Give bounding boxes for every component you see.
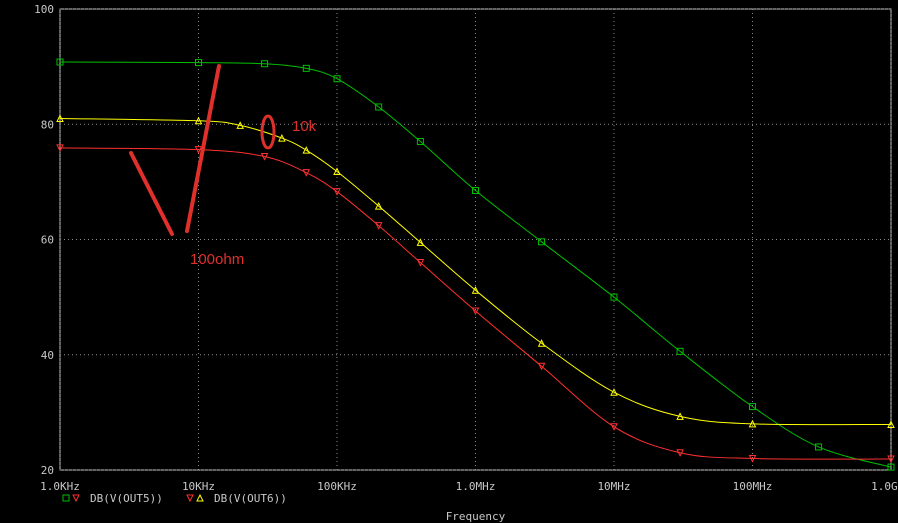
- data-point: [56, 144, 64, 152]
- grid: [59, 8, 892, 471]
- x-tick-label: 10KHz: [182, 480, 215, 493]
- data-point: [537, 339, 546, 347]
- data-point: [333, 75, 341, 83]
- y-tick-label: 60: [41, 234, 54, 247]
- series-line: [59, 117, 892, 426]
- data-point: [676, 347, 684, 355]
- x-tick-label: 1.0KHz: [40, 480, 80, 493]
- data-point: [887, 463, 895, 471]
- data-point: [749, 403, 756, 411]
- series-line: [59, 61, 892, 468]
- x-tick-label: 10MHz: [597, 480, 630, 493]
- annotation-100ohm: 100ohm: [190, 251, 244, 268]
- data-point: [471, 286, 480, 294]
- data-point: [610, 388, 618, 396]
- data-point: [416, 238, 425, 246]
- data-point: [374, 222, 383, 230]
- data-point: [56, 114, 64, 122]
- data-point: [472, 187, 479, 195]
- data-point: [887, 455, 895, 464]
- x-tick-label: 100MHz: [733, 480, 773, 493]
- data-point: [676, 449, 684, 457]
- data-point: [196, 493, 204, 502]
- x-tick-label: 1.0GHz: [871, 480, 898, 493]
- data-point: [416, 138, 424, 146]
- data-point: [416, 259, 425, 267]
- data-point: [302, 169, 311, 177]
- circle-annotation: [260, 114, 276, 150]
- stroke-annotation: [185, 64, 221, 233]
- data-point: [610, 293, 618, 301]
- data-point: [538, 238, 546, 246]
- data-point: [186, 494, 194, 503]
- x-axis-label: Frequency: [446, 510, 506, 523]
- data-point: [610, 423, 618, 431]
- data-point: [195, 59, 202, 67]
- data-point: [471, 307, 480, 316]
- data-point: [537, 362, 546, 371]
- y-tick-label: 20: [41, 464, 54, 477]
- data-point: [194, 146, 203, 154]
- data-point: [302, 146, 311, 154]
- stroke-annotation: [129, 151, 174, 236]
- data-point: [72, 494, 80, 503]
- series-layer: [56, 58, 895, 471]
- data-point: [302, 64, 310, 72]
- data-point: [887, 420, 895, 428]
- series-2: [56, 114, 895, 428]
- series-1: [56, 58, 895, 471]
- data-point: [260, 153, 269, 161]
- data-point: [236, 121, 245, 129]
- data-point: [62, 494, 70, 502]
- data-point: [815, 443, 823, 451]
- data-point: [261, 60, 269, 68]
- annotation-10k: 10k: [292, 118, 317, 135]
- y-tick-label: 100: [34, 3, 54, 16]
- series-line: [59, 147, 892, 460]
- data-point: [374, 201, 383, 210]
- tick-layer: 1.0KHz 10KHz 100KHz 1.0MHz 10MHz 100MHz 1.0GHz…: [34, 3, 898, 493]
- data-point: [676, 412, 684, 420]
- x-tick-label: 100KHz: [317, 480, 357, 493]
- series-3: [56, 144, 895, 464]
- y-tick-label: 40: [41, 349, 54, 362]
- legend: DB(V(OUT5)) DB(V(OUT6)): [62, 492, 287, 505]
- data-point: [375, 103, 383, 111]
- data-point: [333, 167, 341, 176]
- data-point: [333, 188, 341, 196]
- hand-annotations: 10k 100ohm: [129, 64, 317, 268]
- data-point: [194, 116, 203, 125]
- data-point: [748, 419, 757, 428]
- legend-label: DB(V(OUT5)): [90, 492, 163, 505]
- y-tick-label: 80: [41, 118, 54, 131]
- legend-label: DB(V(OUT6)): [214, 492, 287, 505]
- data-point: [748, 454, 757, 463]
- data-point: [56, 58, 64, 66]
- x-tick-label: 1.0MHz: [456, 480, 496, 493]
- data-point: [278, 133, 286, 142]
